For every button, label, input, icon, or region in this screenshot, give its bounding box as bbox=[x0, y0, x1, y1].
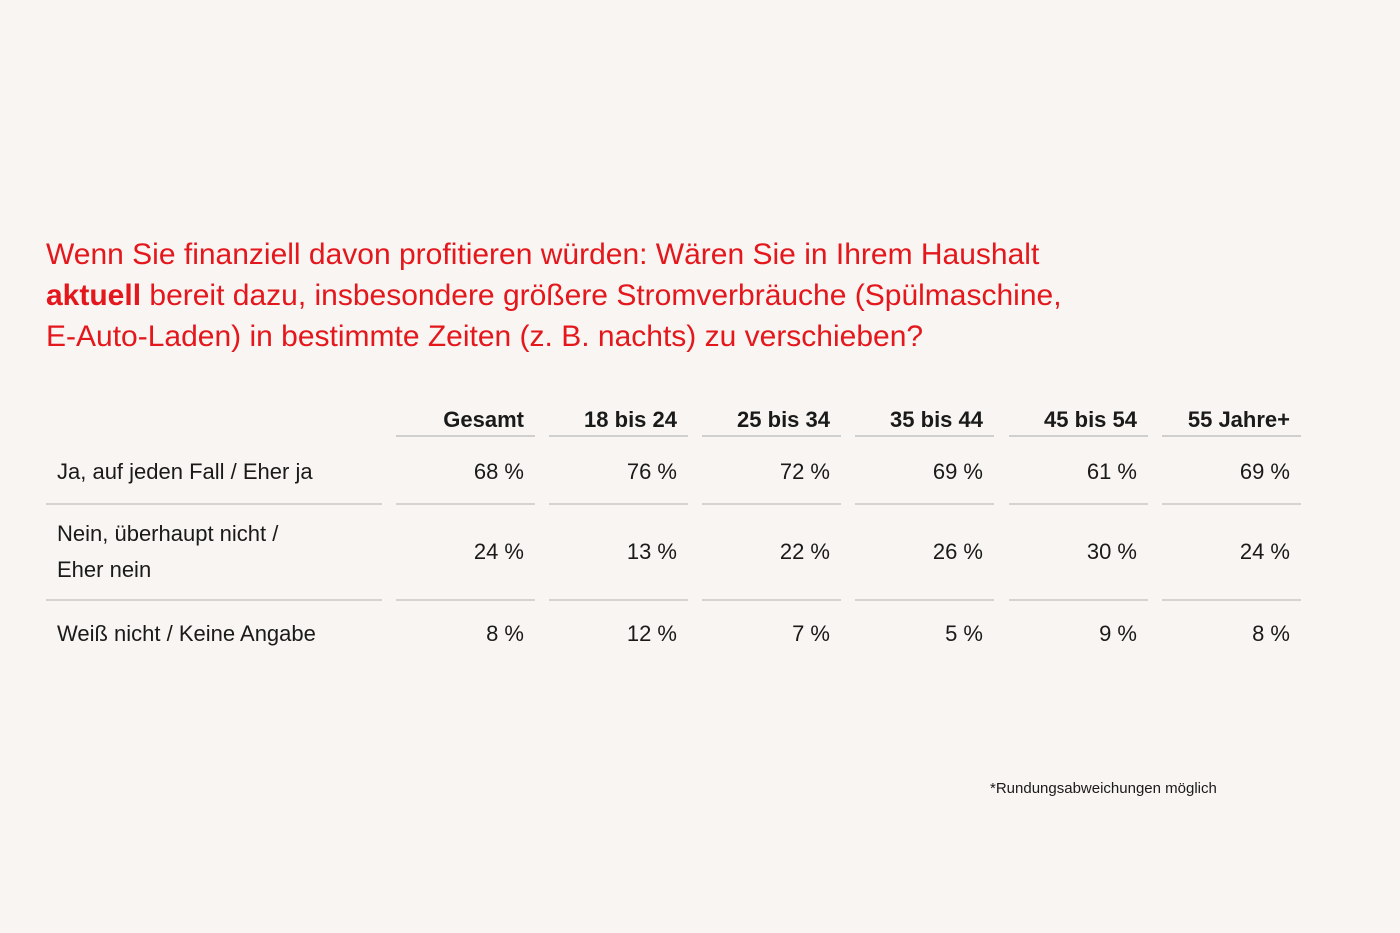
table-cell-25-bis-34: 72 % bbox=[779, 458, 830, 484]
table-cell-18-bis-24: 76 % bbox=[626, 458, 677, 484]
row-label: Weiß nicht / Keine Angabe bbox=[46, 601, 382, 667]
table-cell-55-jahre: 69 % bbox=[1239, 458, 1290, 484]
row-label-line: Ja, auf jeden Fall / Eher ja bbox=[57, 458, 313, 484]
row-divider bbox=[396, 599, 535, 601]
table-cell-gesamt: 8 % bbox=[486, 621, 524, 646]
row-divider bbox=[1009, 599, 1148, 601]
column-header-55-jahre: 55 Jahre+ bbox=[1162, 403, 1301, 437]
table-cell-45-bis-54: 61 % bbox=[1086, 458, 1137, 484]
row-divider bbox=[549, 599, 688, 601]
row-divider bbox=[1162, 503, 1301, 505]
question-line-1: Wenn Sie finanziell davon profitieren wü… bbox=[46, 238, 1040, 271]
row-label: Ja, auf jeden Fall / Eher ja bbox=[46, 440, 382, 503]
row-divider bbox=[855, 503, 994, 505]
row-divider bbox=[702, 503, 841, 505]
column-header-18-bis-24: 18 bis 24 bbox=[549, 403, 688, 437]
column-header-25-bis-34: 25 bis 34 bbox=[702, 403, 841, 437]
table-cell-35-bis-44: 69 % bbox=[932, 458, 983, 484]
table-cell-55-jahre: 24 % bbox=[1239, 539, 1290, 564]
table-cell-25-bis-34: 7 % bbox=[792, 621, 830, 646]
table-cell-45-bis-54: 30 % bbox=[1086, 539, 1137, 564]
row-divider bbox=[855, 599, 994, 601]
row-divider bbox=[702, 599, 841, 601]
row-divider bbox=[1162, 599, 1301, 601]
row-divider bbox=[1009, 503, 1148, 505]
question-line-3: E-Auto-Laden) in bestimmte Zeiten (z. B.… bbox=[46, 320, 924, 353]
column-header-45-bis-54: 45 bis 54 bbox=[1009, 403, 1148, 437]
row-label-line: Nein, überhaupt nicht / bbox=[57, 521, 279, 546]
row-divider-label bbox=[46, 599, 382, 601]
table-cell-45-bis-54: 9 % bbox=[1099, 621, 1137, 646]
footnote: *Rundungsabweichungen möglich bbox=[990, 780, 1217, 797]
table-cell-18-bis-24: 12 % bbox=[626, 621, 677, 646]
question-title: Wenn Sie finanziell davon profitieren wü… bbox=[46, 234, 1246, 357]
table-cell-35-bis-44: 5 % bbox=[945, 621, 983, 646]
question-line-2: bereit dazu, insbesondere größere Stromv… bbox=[141, 279, 1062, 312]
table-cell-55-jahre: 8 % bbox=[1252, 621, 1290, 646]
row-divider-label bbox=[46, 503, 382, 505]
column-header-35-bis-44: 35 bis 44 bbox=[855, 403, 994, 437]
table-cell-gesamt: 68 % bbox=[473, 458, 524, 484]
table-cell-gesamt: 24 % bbox=[473, 539, 524, 564]
row-divider bbox=[396, 503, 535, 505]
row-label-line: Eher nein bbox=[57, 557, 152, 582]
column-header-gesamt: Gesamt bbox=[396, 403, 535, 437]
row-label-line: Weiß nicht / Keine Angabe bbox=[57, 621, 316, 646]
table-cell-35-bis-44: 26 % bbox=[932, 539, 983, 564]
row-label: Nein, überhaupt nicht / Eher nein bbox=[46, 505, 382, 599]
question-emphasis: aktuell bbox=[46, 279, 142, 312]
table-cell-25-bis-34: 22 % bbox=[779, 539, 830, 564]
row-divider bbox=[549, 503, 688, 505]
table-cell-18-bis-24: 13 % bbox=[626, 539, 677, 564]
